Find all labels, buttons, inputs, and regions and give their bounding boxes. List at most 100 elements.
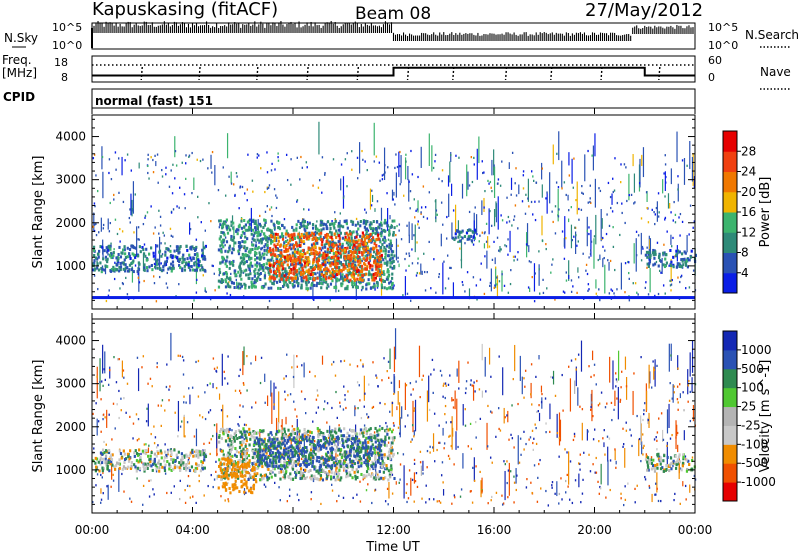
echo-cell bbox=[267, 249, 271, 253]
scatter-cell bbox=[109, 201, 111, 205]
echo-cell bbox=[263, 252, 266, 256]
echo-cell bbox=[473, 236, 476, 240]
scatter-cell bbox=[486, 250, 488, 269]
scatter-cell bbox=[624, 447, 626, 468]
echo-cell bbox=[99, 261, 102, 265]
power-colorbar-segment bbox=[723, 212, 737, 233]
echo-cell bbox=[121, 467, 124, 471]
scatter-cell bbox=[582, 192, 584, 195]
echo-cell bbox=[305, 287, 308, 291]
echo-cell bbox=[342, 263, 345, 267]
scatter-cell bbox=[105, 299, 108, 303]
scatter-cell bbox=[413, 198, 415, 201]
scatter-cell bbox=[452, 282, 455, 297]
echo-cell bbox=[307, 271, 310, 275]
scatter-cell bbox=[457, 220, 460, 232]
echo-cell bbox=[219, 249, 222, 253]
echo-cell bbox=[689, 255, 693, 259]
echo-cell bbox=[366, 256, 369, 260]
echo-cell bbox=[299, 250, 302, 254]
scatter-cell bbox=[130, 500, 133, 503]
echo-cell bbox=[119, 261, 122, 265]
scatter-cell bbox=[373, 122, 375, 156]
scatter-cell bbox=[119, 227, 121, 231]
scatter-cell bbox=[201, 416, 204, 419]
scatter-cell bbox=[494, 284, 496, 287]
echo-cell bbox=[124, 263, 127, 267]
echo-cell bbox=[293, 252, 296, 256]
scatter-cell bbox=[587, 289, 589, 292]
echo-cell bbox=[458, 233, 461, 237]
scatter-cell bbox=[679, 383, 681, 386]
echo-cell bbox=[92, 248, 96, 252]
scatter-cell bbox=[360, 289, 363, 292]
scatter-cell bbox=[326, 402, 329, 405]
scatter-cell bbox=[393, 284, 395, 287]
scatter-cell bbox=[99, 358, 101, 392]
scatter-cell bbox=[554, 298, 556, 301]
scatter-cell bbox=[561, 373, 563, 377]
scatter-cell bbox=[471, 180, 474, 184]
echo-cell bbox=[224, 278, 227, 282]
echo-cell bbox=[175, 256, 179, 260]
scatter-cell bbox=[588, 288, 590, 291]
echo-cell bbox=[110, 254, 113, 258]
scatter-cell bbox=[538, 268, 540, 271]
scatter-cell bbox=[109, 366, 111, 379]
scatter-cell bbox=[546, 287, 548, 290]
scatter-cell bbox=[212, 434, 214, 438]
echo-cell bbox=[374, 256, 377, 260]
echo-cell bbox=[269, 241, 273, 245]
scatter-cell bbox=[411, 424, 414, 427]
echo-cell bbox=[264, 220, 267, 224]
scatter-cell bbox=[330, 483, 333, 486]
scatter-cell bbox=[279, 499, 281, 502]
echo-cell bbox=[354, 236, 357, 240]
scatter-cell bbox=[664, 163, 667, 166]
scatter-cell bbox=[476, 379, 478, 383]
scatter-cell bbox=[557, 215, 560, 218]
echo-cell bbox=[308, 221, 311, 225]
scatter-cell bbox=[450, 421, 452, 424]
echo-cell bbox=[217, 285, 221, 289]
echo-cell bbox=[187, 466, 191, 470]
scatter-cell bbox=[406, 500, 408, 504]
beam-label: Beam 08 bbox=[355, 4, 431, 24]
echo-cell bbox=[236, 232, 239, 236]
scatter-cell bbox=[514, 344, 516, 372]
scatter-cell bbox=[405, 384, 408, 387]
scatter-cell bbox=[603, 429, 605, 432]
echo-cell bbox=[305, 225, 308, 229]
echo-cell bbox=[335, 235, 338, 239]
scatter-cell bbox=[456, 368, 458, 377]
echo-cell bbox=[290, 238, 293, 242]
scatter-cell bbox=[230, 272, 232, 276]
scatter-cell bbox=[620, 262, 622, 290]
echo-cell bbox=[201, 461, 204, 465]
echo-cell bbox=[177, 248, 180, 252]
echo-cell bbox=[353, 281, 356, 285]
echo-cell bbox=[96, 252, 100, 256]
echo-cell bbox=[179, 463, 182, 467]
scatter-cell bbox=[691, 340, 694, 373]
echo-cell bbox=[297, 219, 300, 223]
scatter-cell bbox=[413, 407, 416, 410]
scatter-cell bbox=[148, 479, 150, 482]
scatter-cell bbox=[615, 460, 617, 465]
scatter-cell bbox=[423, 252, 425, 255]
echo-cell bbox=[375, 238, 378, 242]
scatter-cell bbox=[540, 401, 543, 404]
scatter-cell bbox=[342, 496, 345, 499]
scatter-cell bbox=[632, 390, 634, 416]
echo-cell bbox=[274, 270, 277, 274]
scatter-cell bbox=[193, 177, 195, 190]
scatter-cell bbox=[228, 428, 230, 433]
scatter-cell bbox=[530, 200, 533, 204]
echo-cell bbox=[328, 230, 332, 234]
scatter-cell bbox=[132, 437, 134, 440]
scatter-cell bbox=[476, 148, 478, 180]
echo-cell bbox=[282, 279, 285, 283]
scatter-cell bbox=[183, 414, 185, 417]
echo-cell bbox=[232, 221, 235, 225]
